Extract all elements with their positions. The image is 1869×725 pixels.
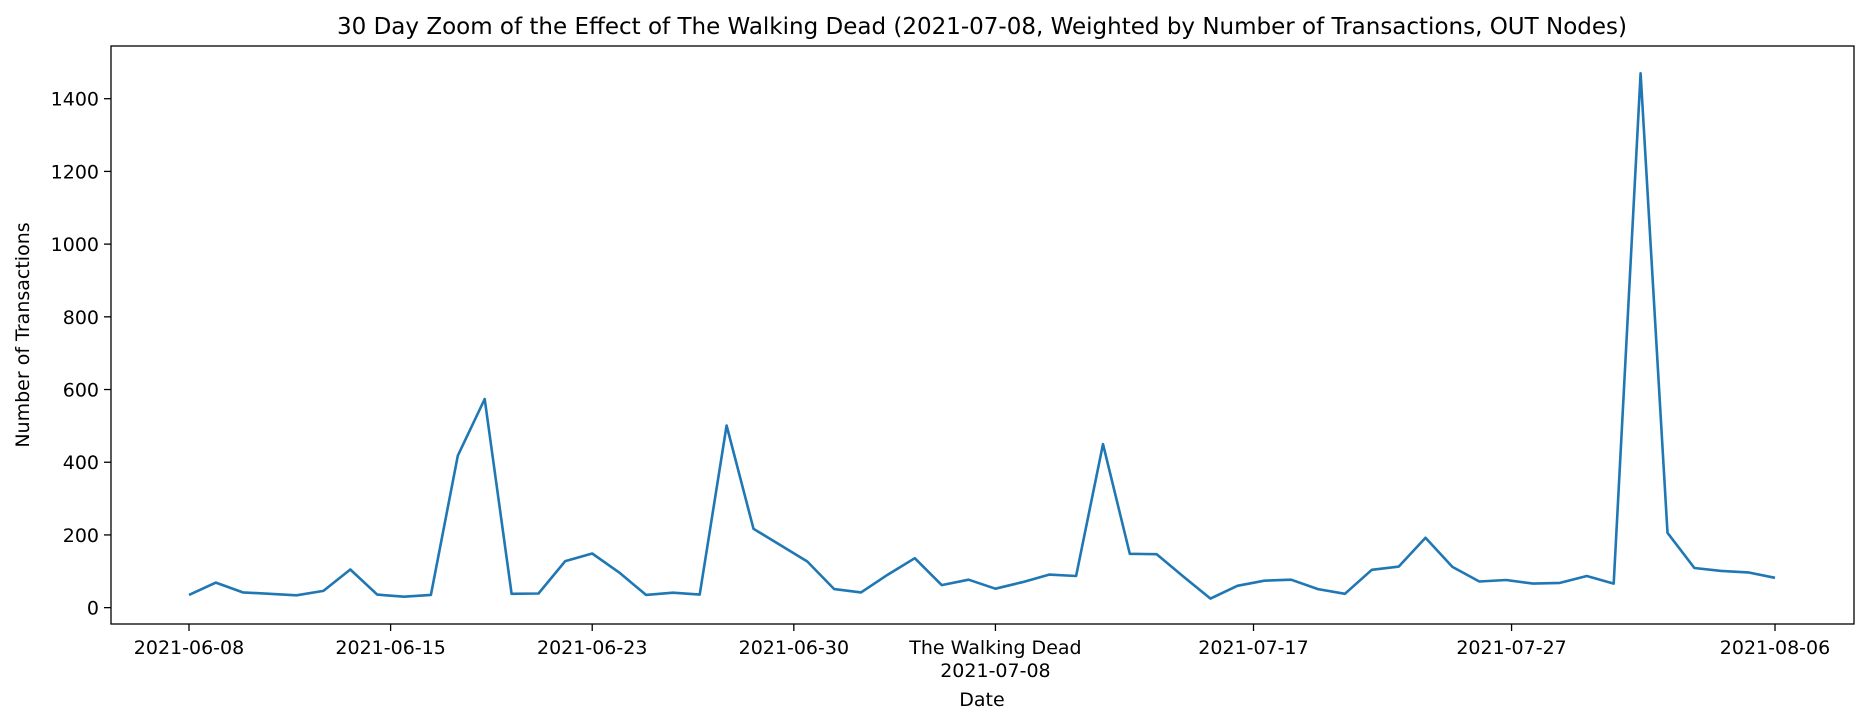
- y-axis: 0 200 400 600 800 1000 1200 1400: [51, 89, 111, 620]
- x-axis-label: Date: [959, 689, 1004, 711]
- x-axis: 2021-06-08 2021-06-15 2021-06-23 2021-06-30…: [134, 624, 1830, 682]
- x-tick-label: 2021-08-06: [1720, 637, 1830, 659]
- y-tick-label: 0: [87, 598, 99, 620]
- y-tick-label: 200: [63, 525, 99, 547]
- y-axis-label: Number of Transactions: [12, 222, 34, 447]
- x-tick-label: 2021-06-15: [335, 637, 445, 659]
- x-tick-label: 2021-07-27: [1456, 637, 1566, 659]
- x-tick-label: 2021-07-08: [940, 660, 1050, 682]
- plot-frame: [110, 45, 1855, 625]
- y-tick-label: 400: [63, 452, 99, 474]
- x-tick-label: 2021-06-23: [537, 637, 647, 659]
- y-tick-label: 800: [63, 307, 99, 329]
- x-tick-label: 2021-06-08: [134, 637, 244, 659]
- y-tick-label: 1200: [51, 161, 99, 183]
- chart-title: 30 Day Zoom of the Effect of The Walking…: [337, 14, 1627, 40]
- y-tick-label: 600: [63, 380, 99, 402]
- x-tick-label: 2021-07-17: [1198, 637, 1308, 659]
- series-line: [188, 72, 1776, 600]
- plot-area: [188, 72, 1776, 600]
- y-tick-label: 1000: [51, 234, 99, 256]
- y-tick-label: 1400: [51, 89, 99, 111]
- event-label: The Walking Dead: [908, 637, 1081, 659]
- x-tick-label: 2021-06-30: [739, 637, 849, 659]
